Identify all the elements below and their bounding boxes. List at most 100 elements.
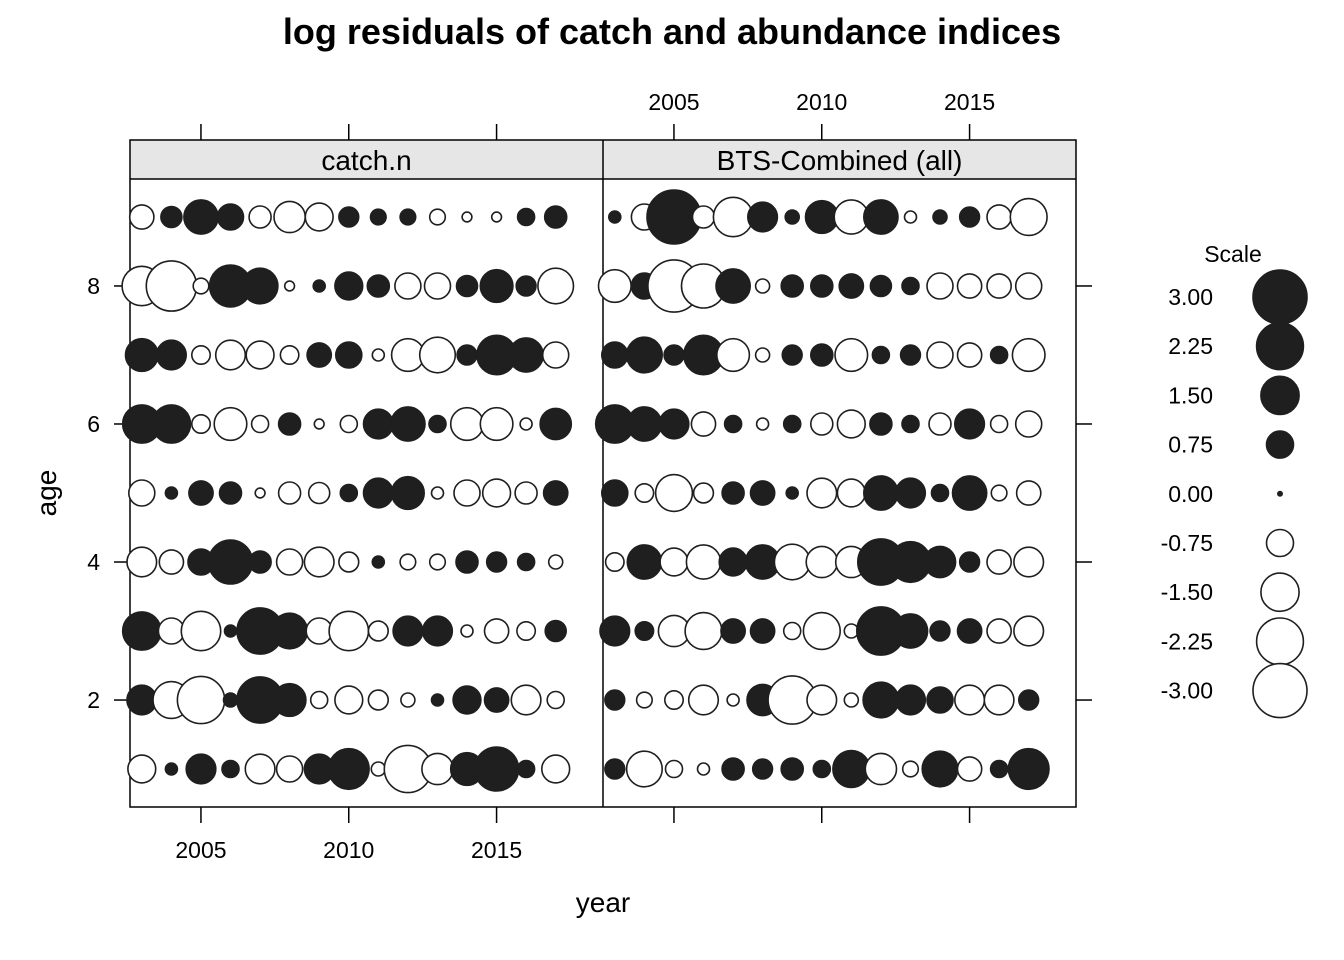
bubble-positive [455, 550, 479, 574]
bubble-positive [871, 345, 891, 365]
bubble-negative [214, 339, 247, 371]
bubble-negative [990, 484, 1008, 502]
bubble-positive [749, 618, 776, 644]
bubble-negative [836, 409, 866, 439]
bubble-negative [370, 761, 387, 777]
legend-bubble [1252, 269, 1308, 325]
bubble-positive [782, 414, 802, 434]
y-tick-label: 4 [87, 549, 100, 575]
bubble-positive [718, 547, 748, 577]
bubble-positive [863, 475, 899, 511]
bubble-positive [899, 344, 922, 366]
bubble-negative [303, 546, 335, 578]
bubble-negative [244, 753, 276, 785]
bubble-negative [836, 478, 866, 508]
bubble-positive [894, 477, 927, 509]
bubble-negative [328, 610, 370, 652]
bubble-negative [145, 260, 198, 312]
bubble-negative [546, 690, 566, 710]
bubble-negative [635, 691, 654, 709]
bubble-positive [515, 275, 537, 297]
bubble-negative [516, 620, 537, 641]
bubble-negative [684, 611, 723, 651]
strip-label-bts-combined: BTS-Combined (all) [717, 145, 963, 176]
bubble-negative [806, 477, 838, 509]
bubble-positive [121, 611, 162, 651]
bubble-positive [634, 620, 655, 641]
y-axis-label: age [31, 470, 62, 517]
bubble-positive [248, 550, 272, 574]
bubble-negative [754, 278, 771, 294]
bubble-positive [838, 273, 865, 299]
bubble-negative [430, 486, 445, 500]
bubble-negative [541, 341, 570, 369]
bubble-positive [185, 753, 217, 785]
bubble-positive [892, 613, 929, 649]
bubble-positive [241, 267, 279, 305]
bubble-negative [956, 273, 983, 299]
bubble-positive [785, 486, 800, 500]
bubble-negative [834, 337, 869, 373]
bubble-positive [455, 274, 479, 298]
bubble-positive [626, 544, 663, 580]
bubble-positive [780, 274, 805, 298]
plot-frame [129, 139, 1077, 808]
bubble-positive [390, 475, 426, 511]
bubble-positive [543, 205, 568, 229]
legend-label: 3.00 [1168, 284, 1213, 310]
bubble-negative [283, 280, 296, 292]
bubble-positive [929, 620, 951, 642]
legend-bubble [1265, 528, 1295, 558]
bubble-negative [953, 684, 986, 716]
bubble-positive [1017, 689, 1040, 711]
legend-label: -2.25 [1161, 628, 1213, 654]
bubble-negative [128, 479, 156, 507]
bubble-positive [334, 341, 363, 369]
bubble-negative [367, 620, 389, 642]
bubble-negative [483, 618, 510, 644]
legend-title: Scale [1204, 241, 1262, 267]
bubble-positive [989, 345, 1009, 365]
bubble-positive [222, 692, 239, 708]
axis-ticks: 2005 2005 2010 2010 2015 2015 2 4 6 8 [87, 89, 1092, 863]
bubble-positive [953, 408, 986, 440]
bubble-positive [508, 337, 544, 373]
bubble-negative [481, 478, 512, 508]
bubble-negative [986, 618, 1013, 644]
bubble-positive [126, 684, 158, 716]
y-tick-label: 6 [87, 411, 100, 437]
bubble-negative [248, 205, 272, 229]
bubble-negative [864, 752, 898, 786]
bubble-positive [362, 408, 394, 440]
bubble-negative [1015, 480, 1042, 506]
bubble-negative [453, 479, 481, 507]
legend-label: 2.25 [1168, 333, 1213, 359]
bubble-negative [928, 412, 952, 436]
bubble-negative [334, 685, 364, 715]
strip-label-catch-n: catch.n [321, 145, 411, 176]
bubble-negative [176, 675, 226, 725]
bubble-positive [155, 339, 187, 371]
bubble-positive [751, 758, 774, 780]
y-tick-label: 8 [87, 273, 100, 299]
bubble-positive [339, 483, 359, 503]
bubble-negative [1011, 337, 1046, 373]
bubble-positive [428, 414, 447, 434]
bubble-positive [271, 612, 309, 650]
bubble-positive [430, 693, 445, 707]
bubble-positive [809, 274, 834, 298]
legend-bubble [1265, 430, 1295, 459]
bubble-negative [715, 337, 751, 373]
legend-bubble [1252, 662, 1308, 719]
bubble-negative [307, 481, 331, 505]
bubble-positive [160, 205, 183, 229]
bubble-negative [399, 553, 417, 571]
bubble-positive [625, 336, 664, 374]
x-tick-label-bottom: 2015 [471, 837, 522, 863]
bubble-negative [461, 211, 473, 223]
bubble-negative [901, 760, 920, 778]
bubble-negative [309, 690, 329, 710]
x-tick-label-bottom: 2005 [175, 837, 226, 863]
bubble-positive [604, 758, 626, 780]
bubble-negative [128, 204, 155, 230]
